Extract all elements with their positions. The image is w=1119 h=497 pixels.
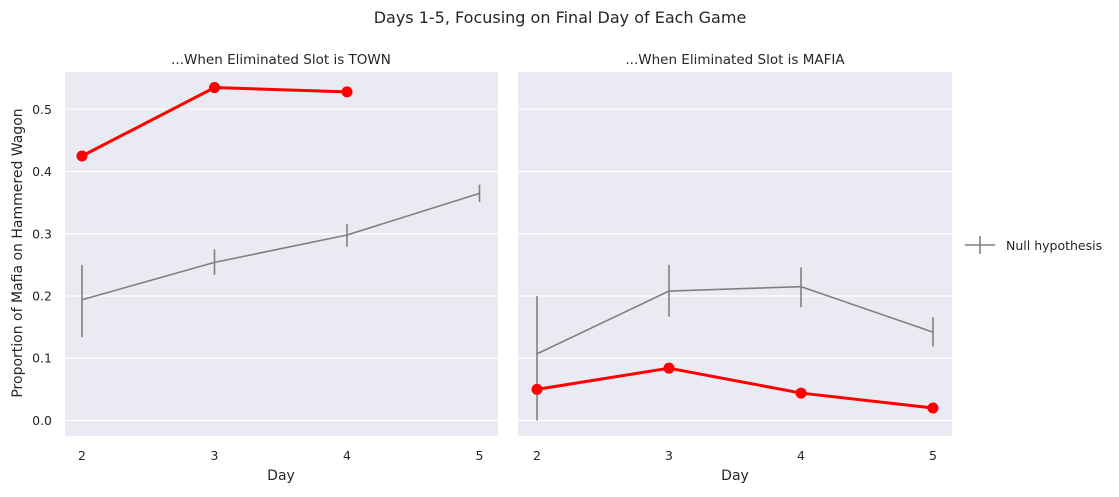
legend: Null hypothesis xyxy=(965,236,1102,254)
panel-mafia-x-label: Day xyxy=(721,468,749,484)
y-tick-labels: 0.0 0.1 0.2 0.3 0.4 0.5 xyxy=(32,102,52,428)
panel-mafia-title: ...When Eliminated Slot is MAFIA xyxy=(625,52,845,68)
y-tick-label: 0.5 xyxy=(32,102,52,117)
y-tick-label: 0.3 xyxy=(32,226,52,241)
panel-mafia: ...When Eliminated Slot is MAFIA Day 2 3 4… xyxy=(518,52,952,484)
panel-town-grid xyxy=(65,108,498,422)
chart-title: Days 1-5, Focusing on Final Day of Each … xyxy=(374,8,747,27)
x-tick-label: 3 xyxy=(211,448,219,463)
x-tick-label: 3 xyxy=(665,448,673,463)
y-axis-label: Proportion of Mafia on Hammered Wagon xyxy=(10,108,26,397)
null-hypothesis-line xyxy=(536,285,934,355)
observed-point xyxy=(927,402,939,414)
observed-point xyxy=(531,383,543,395)
observed-point xyxy=(795,387,807,399)
panel-mafia-grid xyxy=(518,108,952,422)
observed-point xyxy=(341,86,353,98)
panel-town-x-label: Day xyxy=(267,468,295,484)
y-tick-label: 0.2 xyxy=(32,289,52,304)
y-tick-label: 0.0 xyxy=(32,413,52,428)
x-tick-label: 2 xyxy=(533,448,541,463)
panel-mafia-background xyxy=(518,72,952,436)
observed-point xyxy=(76,150,88,162)
x-tick-label: 4 xyxy=(797,448,805,463)
x-tick-label: 2 xyxy=(78,448,86,463)
panel-town-x-tick-labels: 2 3 4 5 xyxy=(78,448,483,463)
x-tick-label: 4 xyxy=(343,448,351,463)
observed-point xyxy=(663,362,675,374)
panel-mafia-x-tick-labels: 2 3 4 5 xyxy=(533,448,937,463)
null-hypothesis-line xyxy=(81,192,480,301)
x-tick-label: 5 xyxy=(476,448,484,463)
panel-town-background xyxy=(65,72,498,436)
panel-mafia-marks xyxy=(531,264,939,421)
y-tick-label: 0.4 xyxy=(32,164,52,179)
observed-line xyxy=(536,366,934,410)
y-tick-label: 0.1 xyxy=(32,351,52,366)
x-tick-label: 5 xyxy=(929,448,937,463)
panel-town-marks xyxy=(76,82,481,338)
legend-null-hypothesis: Null hypothesis xyxy=(1006,238,1102,253)
observed-point xyxy=(209,82,220,94)
panel-town: ...When Eliminated Slot is TOWN Day 0.00… xyxy=(32,52,498,484)
panel-town-title: ...When Eliminated Slot is TOWN xyxy=(171,52,391,68)
